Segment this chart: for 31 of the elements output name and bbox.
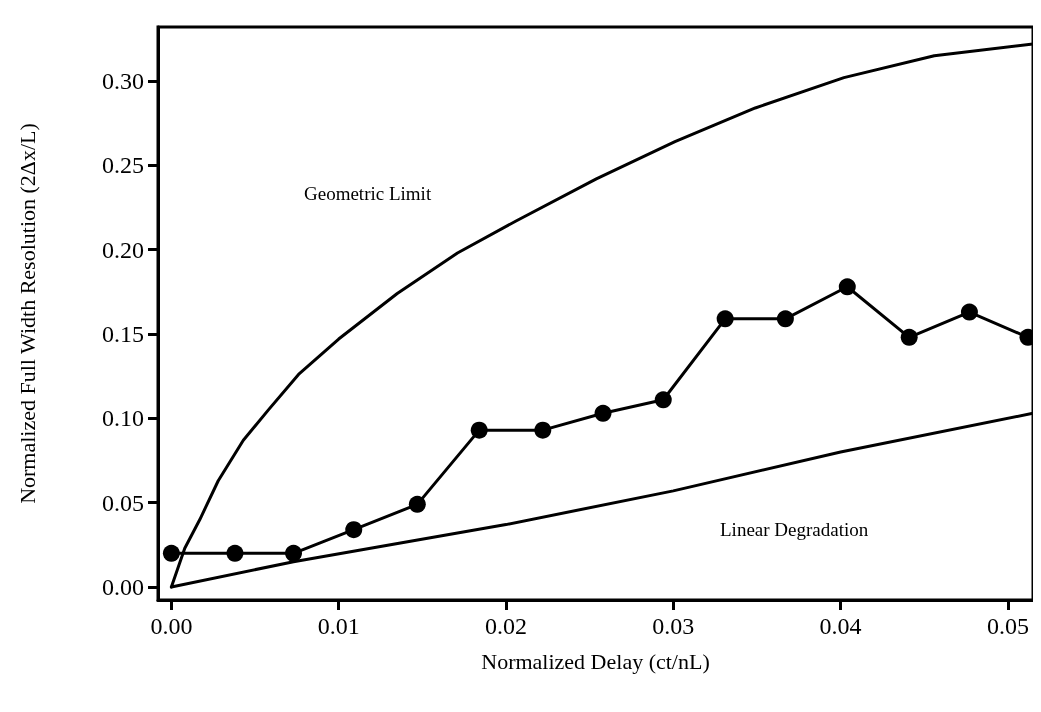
- point: [838, 278, 856, 296]
- x-tick-label: 0.03: [652, 613, 695, 639]
- point: [285, 544, 303, 562]
- point: [776, 310, 794, 328]
- point: [408, 495, 426, 513]
- x-tick-label: 0.02: [484, 613, 527, 639]
- point: [900, 328, 918, 346]
- x-tick-label: 0.05: [986, 613, 1029, 639]
- y-tick-label: 0.05: [102, 489, 144, 516]
- y-tick-label: 0.20: [102, 236, 144, 263]
- y-tick-label: 0.30: [102, 67, 144, 94]
- point: [960, 303, 978, 321]
- y-tick-label: 0.10: [102, 405, 144, 432]
- x-tick-label: 0.00: [150, 613, 193, 639]
- x-tick-label: 0.01: [317, 613, 360, 639]
- y-axis-title: Normalized Full Width Resolution (2Δx/L): [14, 123, 40, 504]
- annotation: Linear Degradation: [720, 519, 869, 540]
- point: [470, 421, 488, 439]
- point: [345, 521, 363, 539]
- point: [716, 310, 734, 328]
- point: [654, 391, 672, 409]
- point: [162, 544, 180, 562]
- x-tick-label: 0.04: [819, 613, 862, 639]
- y-tick-label: 0.15: [102, 320, 144, 347]
- y-tick-label: 0.25: [102, 152, 144, 179]
- x-axis-title: Normalized Delay (ct/nL): [481, 648, 710, 674]
- point: [594, 404, 612, 422]
- point: [226, 544, 244, 562]
- y-tick-label: 0.00: [102, 574, 144, 601]
- point: [534, 421, 552, 439]
- annotation: Geometric Limit: [304, 183, 432, 204]
